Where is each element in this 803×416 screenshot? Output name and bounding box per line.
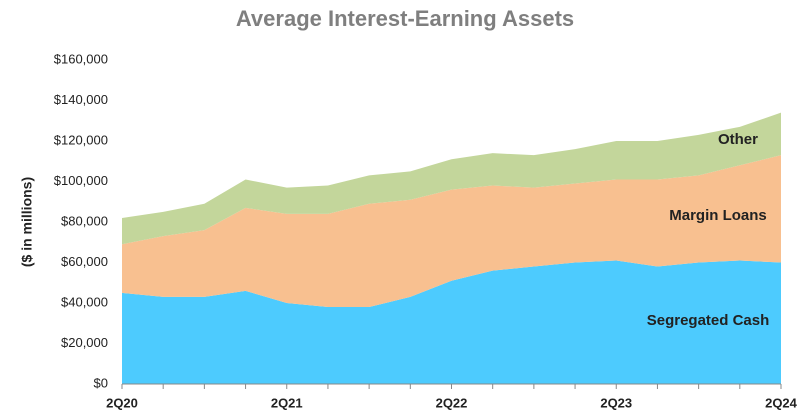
area <box>122 155 781 308</box>
y-tick-label: $80,000 <box>61 213 108 228</box>
x-tick-label: 2Q21 <box>271 395 303 410</box>
series-label: Segregated Cash <box>647 312 770 329</box>
area <box>122 112 781 245</box>
y-tick-label: $120,000 <box>54 132 108 147</box>
x-tick-label: 2Q23 <box>600 395 632 410</box>
x-tick-label: 2Q20 <box>106 395 138 410</box>
y-tick-label: $160,000 <box>54 51 108 66</box>
area <box>122 260 781 384</box>
chart-title: Average Interest-Earning Assets <box>236 6 574 31</box>
y-tick-label: $40,000 <box>61 294 108 309</box>
y-tick-label: $100,000 <box>54 173 108 188</box>
y-tick-label: $60,000 <box>61 254 108 269</box>
y-axis-label: ($ in millions) <box>19 177 35 267</box>
y-tick-label: $20,000 <box>61 335 108 350</box>
series-label: Margin Loans <box>669 207 767 224</box>
x-tick-label: 2Q22 <box>436 395 468 410</box>
x-tick-label: 2Q24 <box>765 395 798 410</box>
series-label: Other <box>718 131 758 148</box>
y-tick-label: $0 <box>94 375 108 390</box>
y-tick-label: $140,000 <box>54 92 108 107</box>
